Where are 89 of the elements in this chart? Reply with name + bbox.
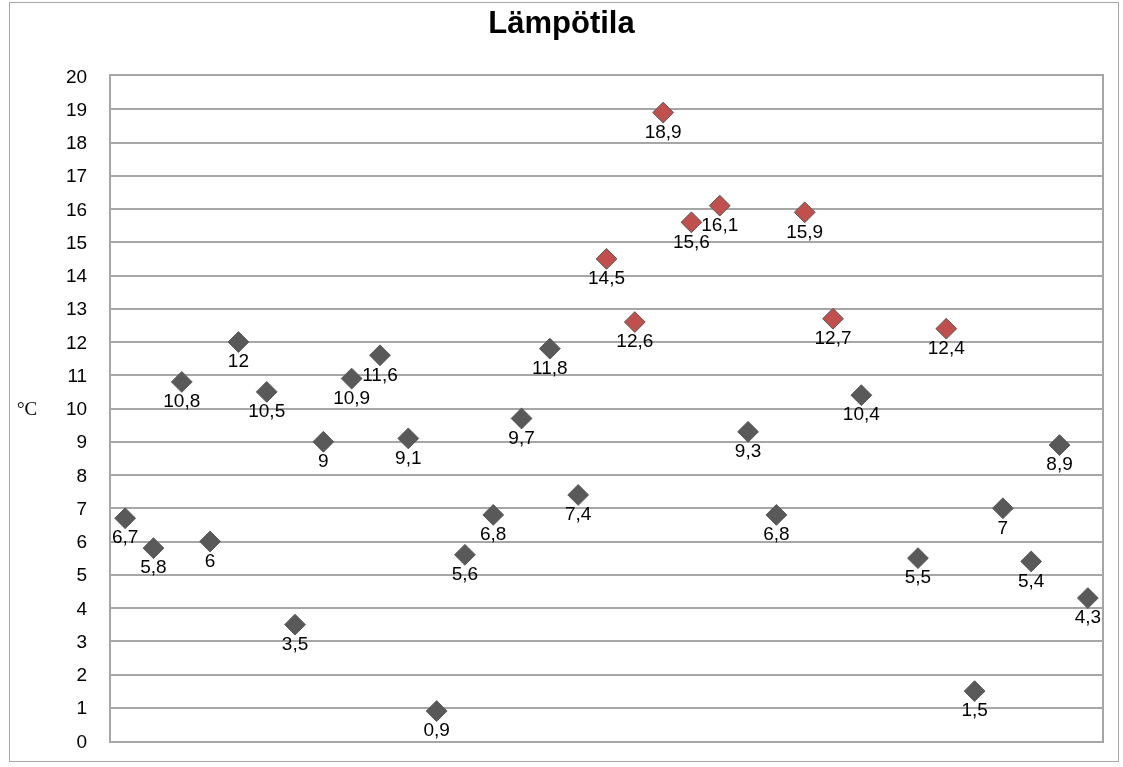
point	[907, 547, 929, 570]
point	[397, 427, 420, 450]
data-label: 1,5	[961, 699, 988, 721]
data-label: 9,7	[508, 426, 535, 448]
y-tick-label: 13	[66, 298, 88, 320]
y-tick-label: 17	[66, 165, 88, 187]
y-tick-label: 12	[66, 331, 88, 353]
y-tick-label: 20	[66, 65, 88, 87]
data-label: 6	[204, 549, 216, 571]
data-label: 12	[227, 350, 249, 372]
y-tick-label: 11	[67, 364, 88, 386]
y-tick-label: 0	[76, 730, 88, 752]
data-label: 18,9	[644, 120, 682, 142]
y-tick-label: 9	[76, 431, 88, 453]
point	[793, 201, 816, 224]
point	[227, 331, 250, 353]
point	[737, 420, 759, 443]
data-label: 6,7	[111, 526, 139, 548]
point	[170, 371, 193, 393]
y-tick-label: 14	[66, 265, 88, 287]
data-label: 5,8	[140, 556, 167, 578]
data-label: 9,3	[734, 440, 762, 462]
y-tick-label: 10	[66, 398, 88, 420]
point	[142, 537, 165, 560]
point	[850, 384, 873, 407]
point	[708, 194, 731, 217]
data-label: 7	[997, 516, 1009, 538]
y-tick-label: 19	[66, 98, 88, 120]
data-label: 14,5	[588, 267, 625, 289]
point	[199, 530, 221, 553]
point	[454, 543, 476, 566]
y-tick-label: 2	[76, 664, 88, 686]
data-label: 5,6	[451, 563, 479, 585]
data-label: 9	[318, 450, 329, 471]
chart-title: Lämpötila	[488, 5, 636, 41]
point	[510, 407, 533, 430]
point	[680, 211, 703, 234]
point	[822, 307, 844, 330]
data-label: 11,8	[532, 356, 568, 378]
data-label: 12,7	[814, 326, 852, 348]
point	[935, 317, 958, 340]
data-label: 15,9	[786, 220, 824, 242]
data-label: 5,5	[904, 566, 932, 588]
data-label: 9,1	[395, 446, 422, 468]
data-label: 10,5	[248, 400, 286, 422]
data-label: 12,4	[927, 336, 966, 358]
point	[284, 613, 306, 636]
point	[538, 337, 561, 360]
point	[623, 311, 646, 333]
point	[1020, 550, 1043, 573]
point	[482, 504, 505, 526]
data-label: 10,9	[333, 386, 371, 408]
data-label: 0,9	[423, 719, 450, 741]
point	[1048, 434, 1071, 456]
point	[312, 430, 335, 453]
data-label: 3,5	[281, 632, 309, 654]
data-label: 11,6	[362, 363, 398, 385]
data-label: 10,4	[842, 403, 881, 425]
point	[1076, 587, 1099, 609]
data-label: 10,8	[163, 390, 201, 412]
y-axis-title: °C	[17, 398, 38, 419]
point	[255, 380, 278, 403]
y-tick-label: 15	[66, 231, 88, 253]
point	[595, 247, 618, 270]
y-tick-label: 8	[76, 464, 88, 486]
data-label: 4,3	[1074, 606, 1102, 628]
y-tick-label: 4	[76, 597, 88, 619]
data-label: 6,8	[480, 523, 507, 545]
point	[652, 101, 675, 124]
y-tick-label: 7	[76, 497, 88, 519]
point	[992, 497, 1014, 520]
y-tick-label: 6	[76, 531, 88, 553]
y-tick-label: 5	[76, 564, 88, 586]
point	[369, 344, 391, 367]
point	[425, 700, 448, 722]
data-label: 6,8	[763, 523, 790, 545]
data-label: 12,6	[616, 330, 654, 352]
point	[963, 680, 986, 703]
point	[114, 507, 137, 530]
data-label: 7,4	[564, 503, 592, 525]
point	[340, 367, 363, 390]
y-tick-label: 1	[76, 697, 88, 719]
y-tick-label: 16	[66, 198, 88, 220]
data-label: 8,9	[1046, 453, 1073, 475]
point	[567, 484, 590, 506]
point	[765, 504, 788, 526]
y-tick-label: 18	[66, 132, 88, 154]
y-tick-label: 3	[76, 630, 88, 652]
data-label: 5,4	[1018, 569, 1045, 591]
